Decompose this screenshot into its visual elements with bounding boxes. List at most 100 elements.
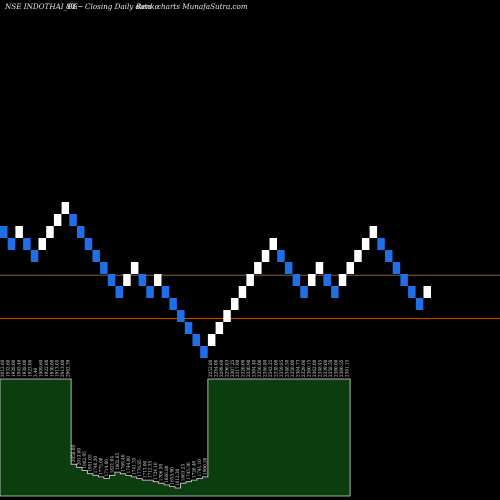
header-symbol: NSE INDOTHAI_BE — [4, 2, 78, 11]
renko-brick-up — [354, 250, 362, 262]
volume-label: 1932.60 — [6, 359, 11, 377]
renko-brick-down — [400, 274, 408, 286]
renko-brick-down — [277, 250, 285, 262]
volume-label: 2346.80 — [263, 359, 268, 377]
renko-brick-down — [192, 334, 200, 346]
volume-label: 2359.85 — [279, 359, 284, 377]
volume-label: 2330.90 — [246, 359, 251, 377]
volume-label: 2348.50 — [285, 359, 290, 377]
renko-brick-up — [130, 262, 139, 274]
volume-label: 1724.10 — [153, 462, 158, 480]
volume-label: 1769.40 — [120, 454, 125, 472]
renko-brick-down — [77, 226, 85, 238]
renko-brick-up — [308, 274, 316, 286]
renko-brick-down — [385, 250, 393, 262]
volume-label: 1714.60 — [104, 459, 109, 477]
renko-brick-up — [369, 226, 378, 238]
volume-label: 3.40 — [33, 367, 38, 377]
renko-brick-up — [231, 298, 239, 310]
volume-label: 1776.85 — [137, 459, 142, 477]
renko-brick-down — [161, 286, 170, 298]
volume-label: 2284.00 — [213, 359, 218, 377]
volume-label: 2360.00 — [334, 359, 339, 377]
volume-label: 1938.00 — [22, 359, 27, 377]
renko-brick-down — [92, 250, 100, 262]
volume-label: 1982.95 — [82, 451, 87, 469]
renko-brick-down — [408, 286, 416, 298]
renko-brick-up — [338, 274, 347, 286]
volume-label: 2326.00 — [241, 359, 246, 377]
renko-brick-down — [115, 286, 123, 298]
volume-label: 2348.45 — [317, 359, 322, 377]
volume-label: 1922.60 — [44, 359, 49, 377]
volume-area — [0, 378, 351, 497]
volume-label: 2356.00 — [257, 359, 262, 377]
renko-brick-down — [184, 322, 193, 334]
renko-brick-down — [138, 274, 147, 286]
renko-brick-down — [392, 262, 401, 274]
volume-label: 2364.73 — [295, 359, 300, 377]
volume-label: 1686.80 — [164, 465, 169, 483]
volume-label: 1655.90 — [170, 467, 175, 485]
renko-brick-up — [261, 250, 270, 262]
renko-brick-down — [0, 226, 8, 238]
renko-brick-down — [30, 250, 39, 262]
volume-label: 2342.25 — [268, 359, 273, 377]
header-description: Closing Daily data — [85, 2, 152, 11]
volume-label: 1821.04 — [109, 456, 114, 474]
volume-label: 1706.50 — [159, 464, 164, 482]
renko-brick-up — [53, 214, 62, 226]
renko-brick-down — [146, 286, 154, 298]
renko-brick-up — [223, 310, 231, 322]
volume-label: 1951.05 — [88, 454, 93, 472]
renko-brick-down — [300, 286, 308, 298]
volume-label: 1945.40 — [16, 359, 21, 377]
volume-label: 2317.00 — [235, 359, 240, 377]
renko-brick-up — [61, 202, 70, 214]
volume-label: 1741.55 — [131, 457, 136, 475]
volume-label: 2013.60 — [77, 448, 82, 466]
renko-brick-up — [315, 262, 324, 274]
volume-label: 2058.00 — [71, 445, 76, 463]
volume-label: 1909.60 — [38, 359, 43, 377]
renko-brick-down — [169, 298, 177, 310]
volume-label: 1930.00 — [49, 359, 54, 377]
renko-brick-down — [415, 298, 424, 310]
renko-brick-down — [377, 238, 385, 250]
volume-label: 1745.30 — [186, 462, 191, 480]
renko-brick-down — [284, 262, 293, 274]
renko-brick-up — [238, 286, 247, 298]
volume-label: 2307.25 — [230, 359, 235, 377]
header-chart-kind: Renko — [135, 2, 160, 11]
volume-label: 1712.35 — [148, 460, 153, 478]
header-change: 8%~ — [66, 2, 83, 11]
renko-brick-up — [254, 262, 262, 274]
renko-brick-up — [246, 274, 254, 286]
volume-label: 2360.15 — [306, 359, 311, 377]
volume-label: 1923.00 — [27, 359, 32, 377]
renko-brick-up — [423, 286, 431, 298]
renko-brick-down — [323, 274, 331, 286]
volume-label: 2299.60 — [219, 359, 224, 377]
renko-brick-up — [123, 274, 131, 286]
volume-label: 2304.40 — [252, 359, 257, 377]
renko-brick-down — [331, 286, 339, 298]
volume-label: 1913.05 — [55, 359, 60, 377]
volume-labels: 2012.66 1932.60 1928.00 1945.40 1938.00 1923.… — [0, 359, 350, 486]
header-site: charts MunafaSutra.com — [157, 2, 248, 11]
renko-brick-down — [200, 346, 208, 358]
renko-brick-down — [177, 310, 185, 322]
volume-label: 1744.00 — [126, 456, 131, 474]
renko-brick-up — [38, 238, 46, 250]
volume-label: 2329.00 — [301, 359, 306, 377]
renko-bricks — [0, 202, 431, 358]
renko-brick-up — [361, 238, 370, 250]
volume-area-fill — [0, 378, 351, 497]
renko-brick-down — [23, 238, 31, 250]
renko-brick-up — [154, 274, 162, 286]
volume-label: 2361.15 — [345, 359, 350, 377]
renko-brick-up — [215, 322, 224, 334]
volume-label: 2358.50 — [328, 359, 333, 377]
renko-brick-up — [269, 238, 277, 250]
